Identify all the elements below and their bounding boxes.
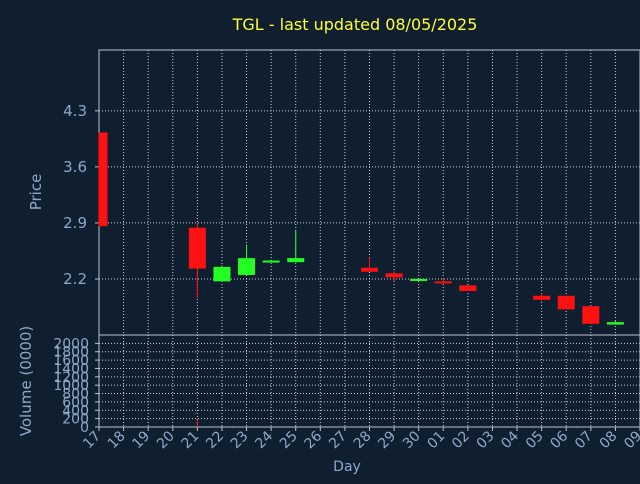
- x-tick-label: 05: [523, 428, 547, 452]
- volume-tick-label: 1000: [53, 378, 89, 394]
- axes-frame: [95, 49, 640, 431]
- candle-body: [361, 267, 378, 272]
- x-tick-label: 04: [498, 428, 522, 452]
- price-tick-label: 4.3: [63, 102, 87, 120]
- x-tick-label: 03: [474, 428, 498, 452]
- candle-body: [287, 258, 305, 263]
- x-tick-label: 30: [400, 428, 424, 452]
- price-axis-label: Price: [27, 174, 45, 211]
- grid-layer: [99, 50, 640, 427]
- price-tick-label: 2.2: [63, 270, 87, 288]
- chart-title: TGL - last updated 08/05/2025: [232, 15, 478, 34]
- x-tick-label: 07: [572, 428, 596, 452]
- volume-tick-label: 800: [62, 387, 89, 403]
- candle-body: [238, 258, 256, 275]
- candle-body: [557, 295, 575, 310]
- x-tick-label: 09: [621, 428, 640, 452]
- volume-panel-frame: [98, 334, 640, 428]
- x-tick-label: 20: [154, 428, 178, 452]
- candle-body: [459, 285, 477, 291]
- volume-tick-label: 600: [62, 395, 89, 411]
- x-tick-label: 26: [302, 428, 326, 452]
- candle-body: [99, 132, 108, 227]
- price-tick-label: 2.9: [63, 214, 87, 232]
- x-tick-label: 22: [203, 428, 227, 452]
- x-tick-label: 08: [597, 428, 621, 452]
- x-tick-label: 29: [375, 428, 399, 452]
- candle-body: [213, 266, 231, 282]
- x-tick-label: 18: [105, 428, 129, 452]
- x-tick-label: 06: [547, 428, 571, 452]
- volume-tick-label: 1400: [53, 361, 89, 377]
- candle-body: [262, 260, 280, 263]
- candle-body: [410, 278, 428, 281]
- x-tick-label: 25: [277, 428, 301, 452]
- volume-tick-label: 400: [62, 403, 89, 419]
- candle-body: [434, 281, 452, 284]
- candle-body: [582, 306, 600, 324]
- x-tick-label: 19: [129, 428, 153, 452]
- candle-body: [606, 322, 624, 325]
- x-tick-label: 23: [228, 428, 252, 452]
- candles-layer: [98, 132, 624, 325]
- x-tick-label: 24: [252, 428, 276, 452]
- candle-body: [533, 295, 551, 300]
- candle-body: [188, 227, 206, 269]
- volume-tick-label: 2000: [53, 336, 89, 352]
- x-tick-label: 28: [351, 428, 375, 452]
- x-tick-label: 21: [179, 428, 203, 452]
- x-tick-label: 01: [424, 428, 448, 452]
- volume-tick-label: 0: [80, 420, 89, 436]
- volume-tick-label: 1200: [53, 370, 89, 386]
- candle-body: [385, 273, 403, 278]
- tick-labels-layer: 17 18 19 20 21 22 23 24 25 26 27 28 29 30 01 02 03 04 05 06…: [53, 102, 640, 452]
- volume-tick-label: 1600: [53, 353, 89, 369]
- volume-axis-label: Volume (0000): [17, 326, 35, 436]
- volume-tick-label: 200: [62, 412, 89, 428]
- volume-tick-label: 1800: [53, 345, 89, 361]
- x-axis-label: Day: [333, 459, 361, 475]
- x-tick-label: 27: [326, 428, 350, 452]
- price-tick-label: 3.6: [63, 158, 87, 176]
- x-tick-label: 02: [449, 428, 473, 452]
